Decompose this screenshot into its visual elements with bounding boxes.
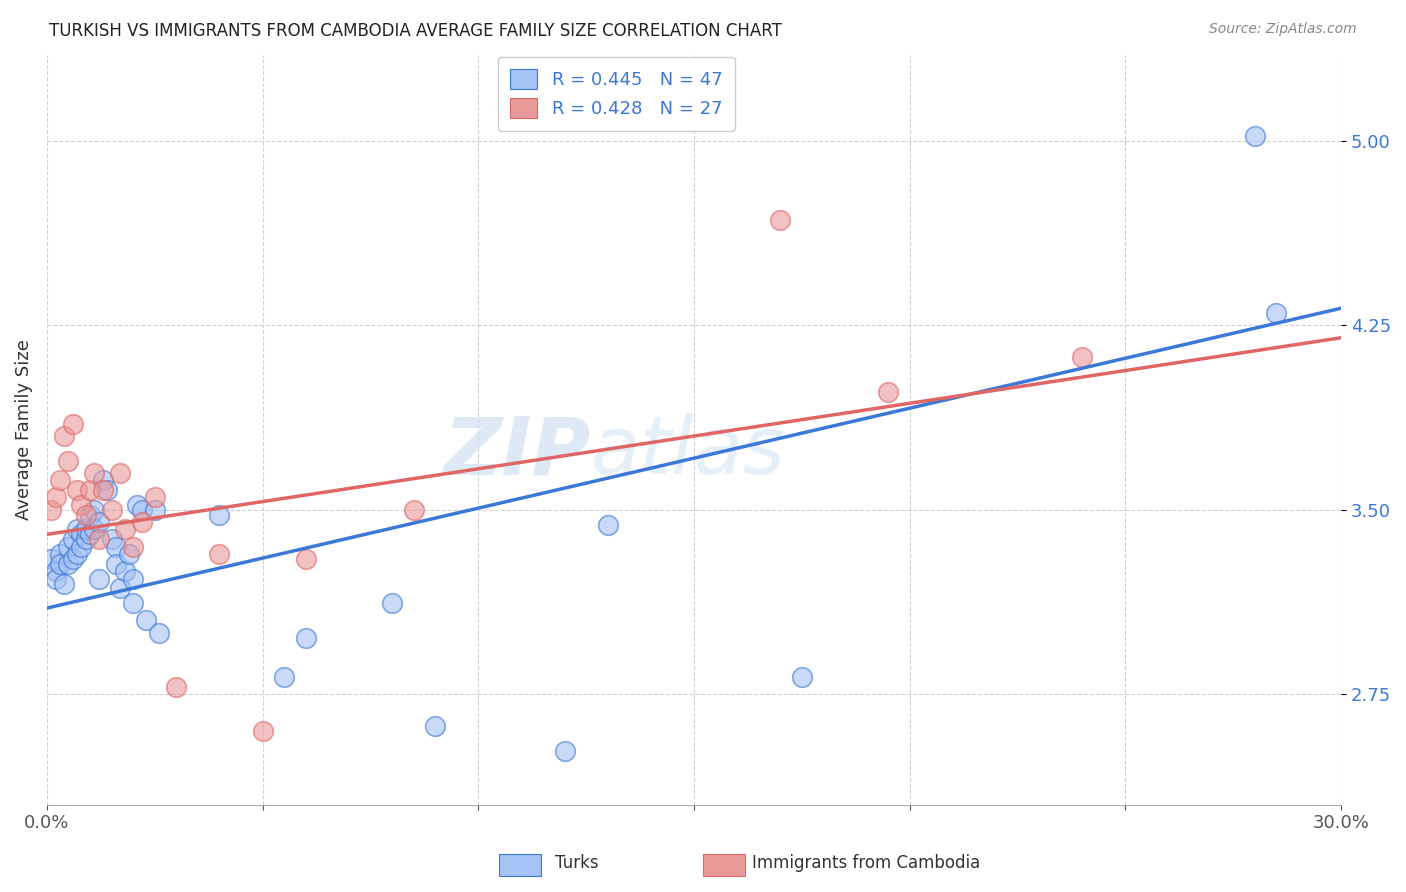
Point <box>131 502 153 516</box>
Point <box>79 508 101 522</box>
Point <box>110 582 132 596</box>
Point <box>66 483 89 497</box>
Point <box>114 564 136 578</box>
Point <box>273 670 295 684</box>
Point <box>122 596 145 610</box>
Point <box>100 502 122 516</box>
Point <box>75 533 97 547</box>
Point <box>44 564 66 578</box>
Point <box>381 596 404 610</box>
Point <box>596 517 619 532</box>
Point <box>252 723 274 738</box>
Point <box>1265 306 1288 320</box>
Point <box>83 466 105 480</box>
Point <box>877 384 900 399</box>
Legend: R = 0.445   N = 47, R = 0.428   N = 27: R = 0.445 N = 47, R = 0.428 N = 27 <box>498 57 735 131</box>
Point <box>208 508 231 522</box>
Text: Source: ZipAtlas.com: Source: ZipAtlas.com <box>1209 22 1357 37</box>
FancyBboxPatch shape <box>703 854 745 876</box>
Point <box>87 572 110 586</box>
Point <box>148 625 170 640</box>
Point <box>91 473 114 487</box>
Point <box>58 557 80 571</box>
Point <box>143 491 166 505</box>
Text: ZIP: ZIP <box>443 413 591 491</box>
Point <box>100 533 122 547</box>
Point <box>75 523 97 537</box>
Point <box>554 743 576 757</box>
Point <box>79 483 101 497</box>
Point <box>769 212 792 227</box>
Point <box>39 502 62 516</box>
Point <box>294 552 316 566</box>
Point <box>44 491 66 505</box>
Point <box>70 527 93 541</box>
Point <box>49 473 72 487</box>
Point <box>75 508 97 522</box>
Point <box>114 523 136 537</box>
Point <box>87 533 110 547</box>
Point <box>104 557 127 571</box>
Point <box>70 540 93 554</box>
Y-axis label: Average Family Size: Average Family Size <box>15 340 32 520</box>
Point <box>49 557 72 571</box>
Point <box>790 670 813 684</box>
Point <box>58 453 80 467</box>
Text: atlas: atlas <box>591 413 785 491</box>
Point <box>118 547 141 561</box>
Point <box>96 483 118 497</box>
Point <box>53 576 76 591</box>
Point <box>122 540 145 554</box>
Point <box>104 540 127 554</box>
Text: TURKISH VS IMMIGRANTS FROM CAMBODIA AVERAGE FAMILY SIZE CORRELATION CHART: TURKISH VS IMMIGRANTS FROM CAMBODIA AVER… <box>49 22 782 40</box>
Point <box>66 523 89 537</box>
Point <box>165 680 187 694</box>
Point <box>66 547 89 561</box>
Point <box>83 502 105 516</box>
Point <box>143 502 166 516</box>
Point <box>127 498 149 512</box>
Point <box>83 523 105 537</box>
Point <box>39 552 62 566</box>
Point <box>53 429 76 443</box>
Point <box>402 502 425 516</box>
Point <box>79 527 101 541</box>
Point <box>44 572 66 586</box>
Point <box>49 547 72 561</box>
Point <box>62 552 84 566</box>
Point <box>1243 129 1265 144</box>
Text: Turks: Turks <box>555 855 599 872</box>
Point <box>62 417 84 431</box>
Point <box>122 572 145 586</box>
Point <box>1071 351 1094 365</box>
FancyBboxPatch shape <box>499 854 541 876</box>
Point <box>135 613 157 627</box>
Point <box>423 719 446 733</box>
Point <box>70 498 93 512</box>
Text: Immigrants from Cambodia: Immigrants from Cambodia <box>752 855 980 872</box>
Point <box>62 533 84 547</box>
Point <box>208 547 231 561</box>
Point <box>58 540 80 554</box>
Point <box>131 515 153 529</box>
Point <box>294 631 316 645</box>
Point <box>87 515 110 529</box>
Point <box>110 466 132 480</box>
Point <box>91 483 114 497</box>
